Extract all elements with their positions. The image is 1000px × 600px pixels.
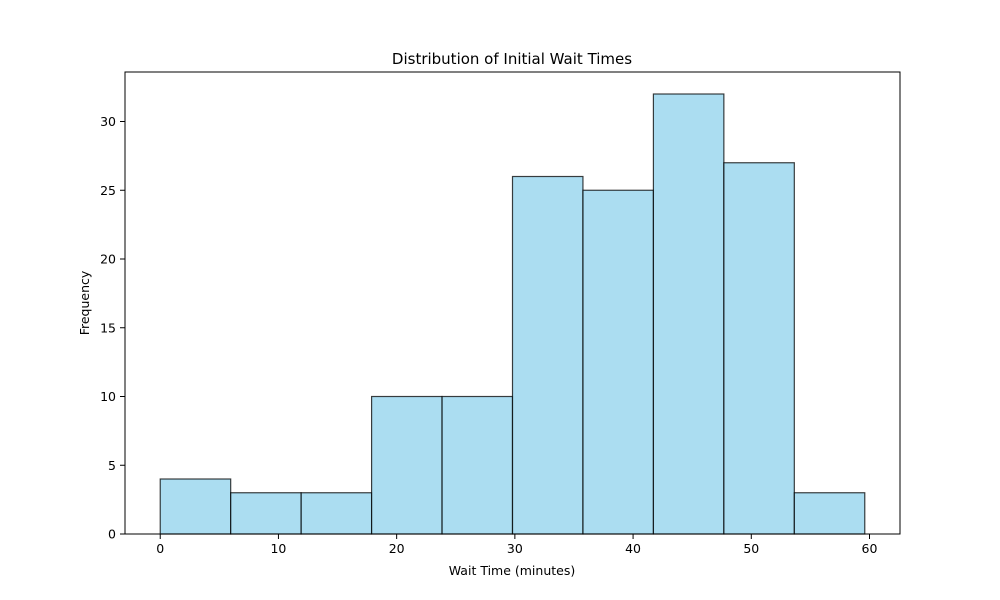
histogram-bar-4 [441,395,514,535]
chart-title: Distribution of Initial Wait Times [392,50,632,68]
histogram-bar-2 [300,492,373,535]
x-axis-label: Wait Time (minutes) [449,563,575,578]
y-tick-label: 25 [100,183,116,198]
x-axis-ticks: 0 10 20 30 40 50 60 [156,534,878,556]
histogram-bar-1 [230,492,302,535]
x-tick-label: 60 [862,541,878,556]
y-tick-label: 15 [100,320,116,335]
y-tick-label: 0 [108,527,116,542]
y-tick-label: 10 [100,389,116,404]
histogram-bar-5 [511,175,584,535]
plot-frame [124,71,901,535]
y-tick-label: 20 [100,252,116,267]
histogram-bar-0 [159,478,232,535]
histogram-bar-9 [793,492,866,535]
histogram-bar-3 [370,395,443,535]
x-tick-label: 20 [389,541,405,556]
y-axis-ticks: 0 5 10 15 20 25 30 [100,114,125,542]
x-tick-label: 30 [507,541,523,556]
y-axis-label: Frequency [77,270,92,335]
y-tick-label: 30 [100,114,116,129]
histogram-bar-7 [652,93,725,535]
histogram-bar-8 [723,162,795,535]
y-tick-label: 5 [108,458,116,473]
x-tick-label: 50 [743,541,759,556]
x-tick-label: 0 [156,541,164,556]
bars-group [159,93,866,535]
x-tick-label: 40 [625,541,641,556]
histogram-bar-6 [582,189,655,535]
x-tick-label: 10 [270,541,286,556]
